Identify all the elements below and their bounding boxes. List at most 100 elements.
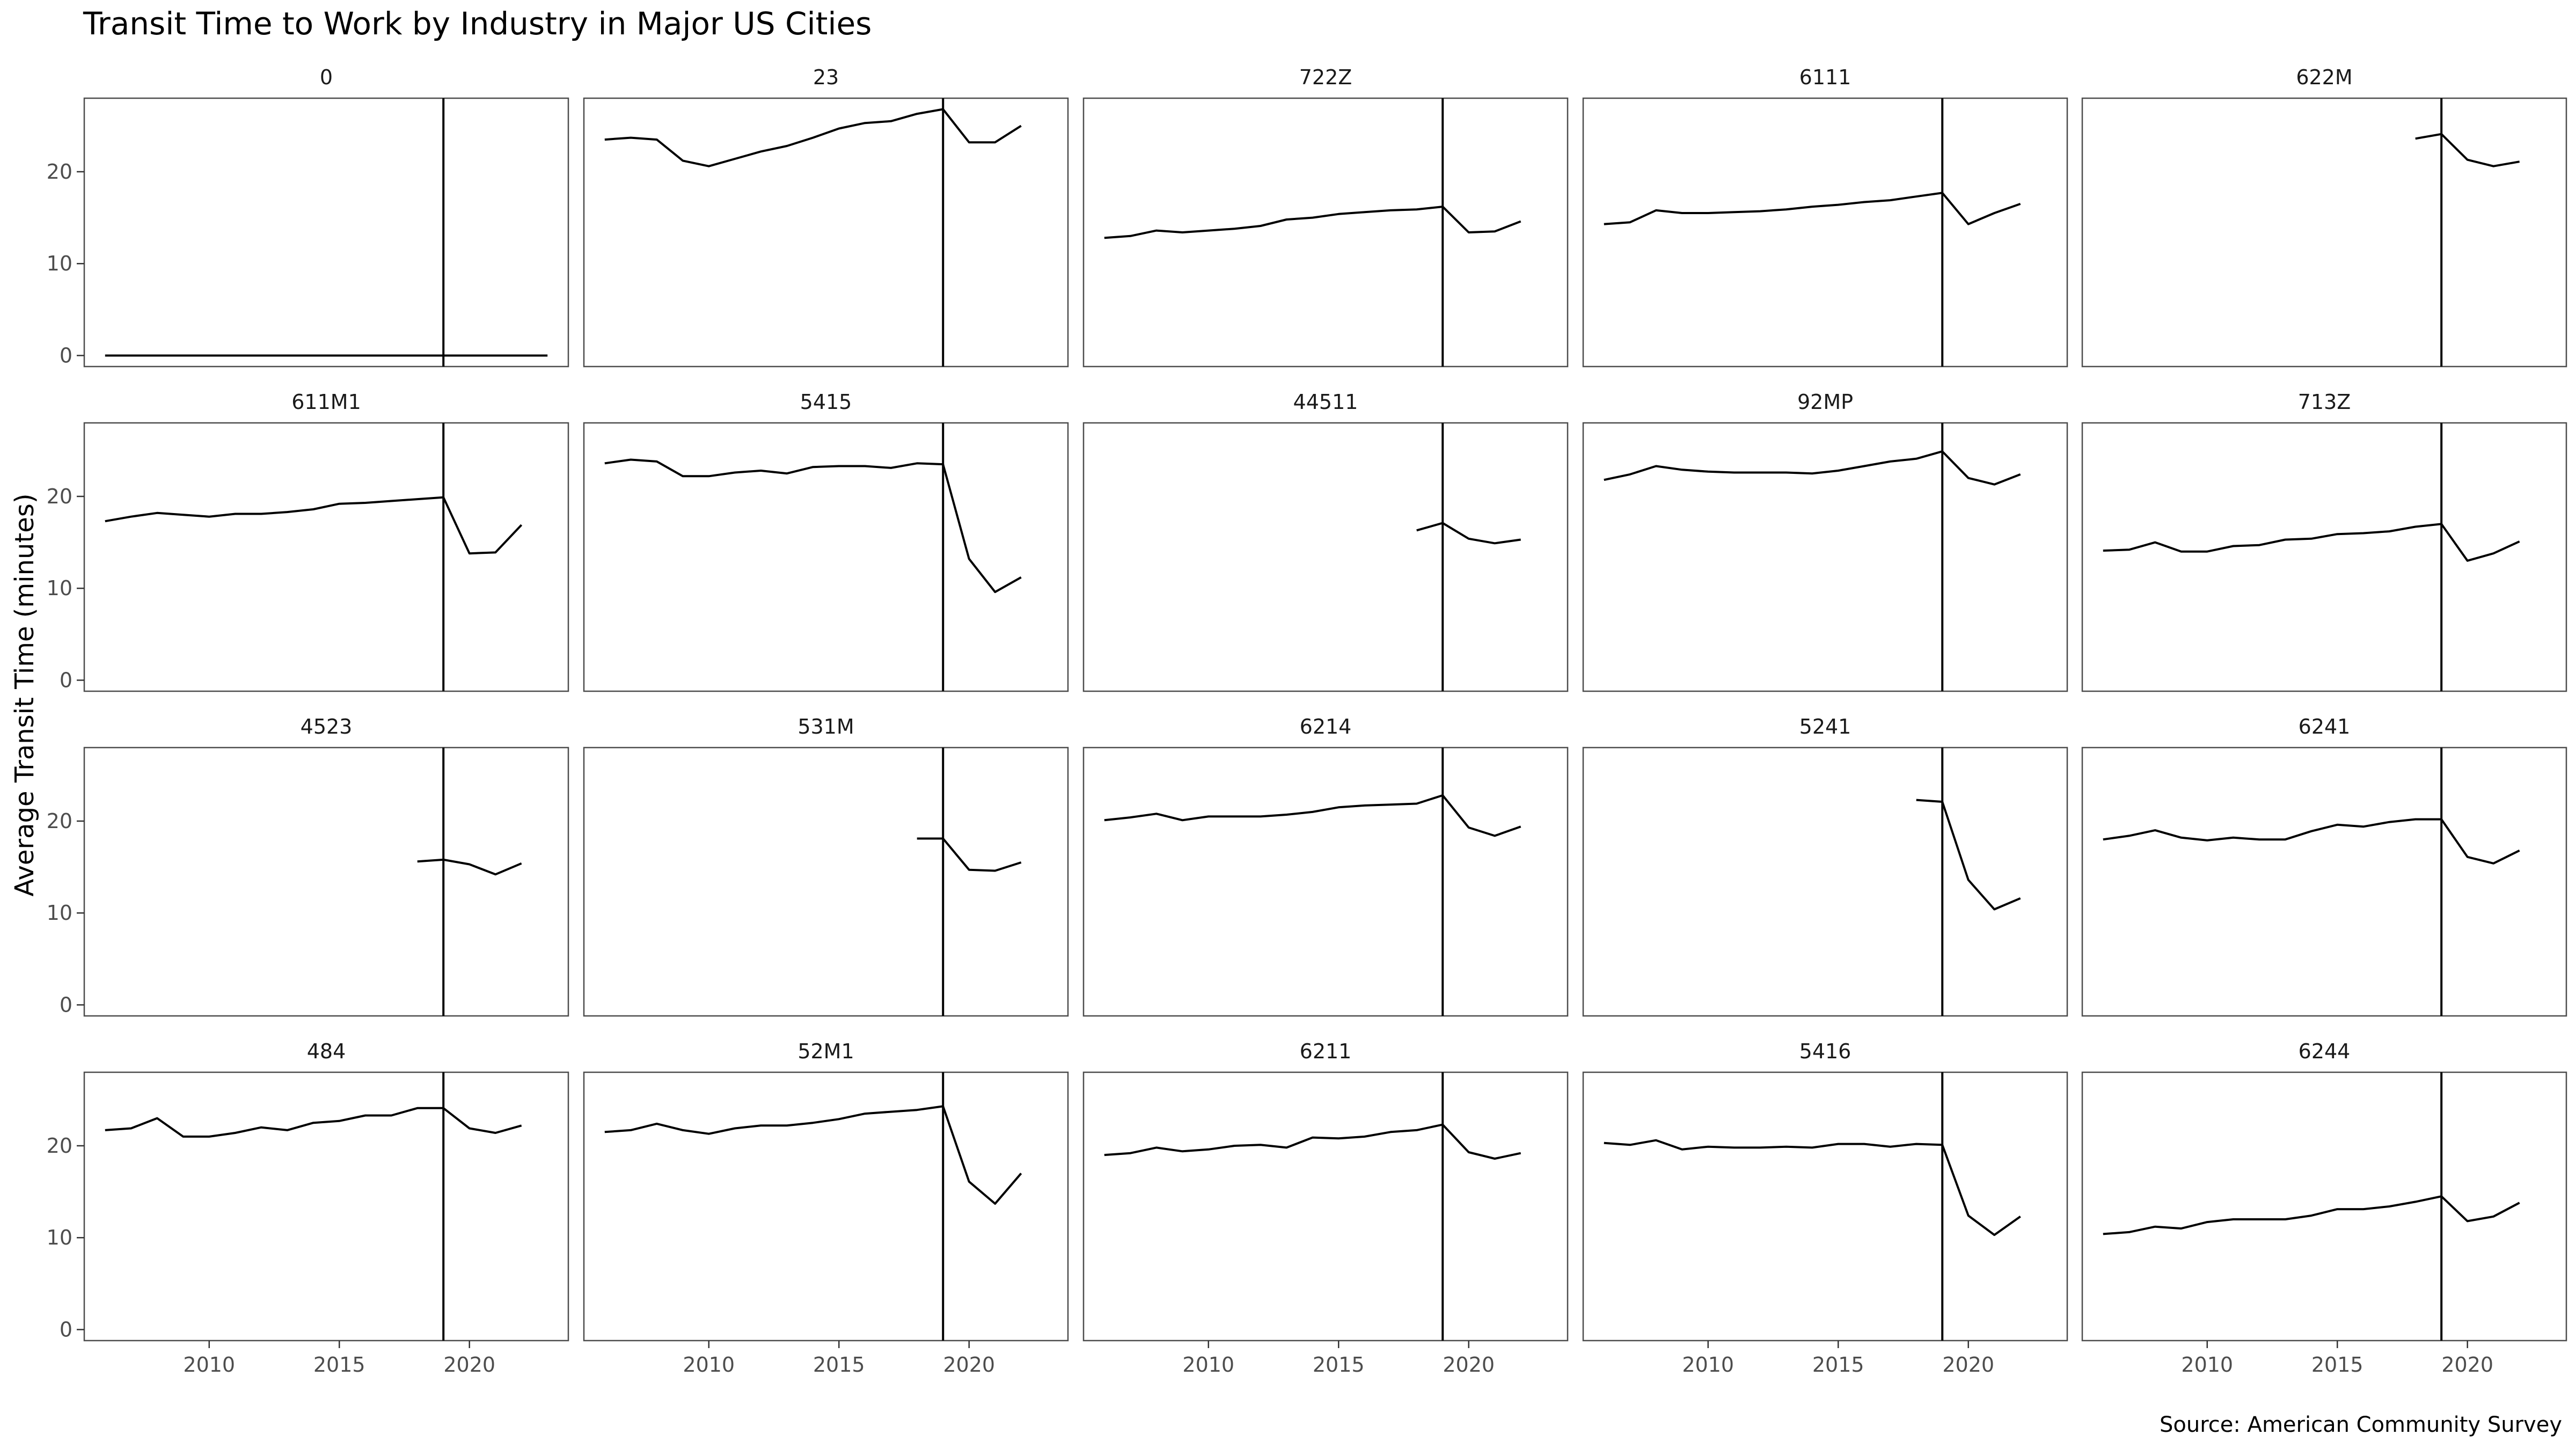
facet-title: 0 [320, 65, 333, 89]
series-line-713Z [2103, 523, 2520, 562]
series-line-6111 [1604, 192, 2021, 225]
x-tick-label: 2010 [1682, 1353, 1734, 1377]
panel-border [83, 747, 569, 1017]
facet-panel-4523: 4523 0 10 20 [47, 715, 569, 1017]
x-tick-label: 2015 [2311, 1353, 2363, 1377]
facet-title: 44511 [1293, 390, 1358, 414]
x-tick-label: 2010 [183, 1353, 235, 1377]
panel-border [1082, 97, 1569, 368]
facet-title: 611M1 [291, 390, 361, 414]
y-tick-label: 10 [47, 576, 72, 600]
series-line-484 [105, 1107, 522, 1138]
series-line-6244 [2103, 1195, 2520, 1235]
facet-panel-92MP: 92MP [1582, 390, 2068, 692]
source-caption: Source: American Community Survey [2160, 1413, 2562, 1437]
series-line-4523 [417, 858, 522, 876]
facet-panel-52M1: 52M1 2010 2015 2020 [583, 1040, 1069, 1377]
facet-title: 92MP [1797, 390, 1853, 414]
series-line-5241 [1916, 799, 2021, 911]
x-tick-label: 2010 [683, 1353, 735, 1377]
facet-panel-6244: 6244 2010 2015 2020 [2081, 1040, 2567, 1377]
y-tick-label: 10 [47, 252, 72, 275]
facet-title: 722Z [1299, 65, 1352, 89]
facet-title: 6244 [2299, 1040, 2351, 1063]
facet-title: 6211 [1300, 1040, 1352, 1063]
facet-title: 6214 [1300, 715, 1352, 738]
panel-border [2081, 747, 2567, 1017]
facet-panel-44511: 44511 [1082, 390, 1569, 692]
panel-border [1582, 97, 2068, 368]
y-tick-label: 10 [47, 1226, 72, 1249]
facet-title: 23 [813, 65, 839, 89]
series-line-611M1 [105, 496, 523, 555]
panel-border [1582, 422, 2068, 692]
facet-panel-713Z: 713Z [2081, 390, 2567, 692]
facet-panels: 0 0 10 20 23 722Z 6111 622M 611M1 0 10 20 5415 44511 9… [47, 65, 2567, 1377]
facet-title: 6241 [2299, 715, 2351, 738]
facet-title: 713Z [2298, 390, 2351, 414]
y-tick-label: 10 [47, 901, 72, 925]
facet-panel-484: 484 0 10 20 2010 2015 2020 [47, 1040, 569, 1377]
panel-border [583, 422, 1069, 692]
x-tick-label: 2020 [443, 1353, 495, 1377]
panel-border [83, 97, 569, 368]
panel-border [1082, 747, 1569, 1017]
panel-border [2081, 97, 2567, 368]
facet-title: 484 [307, 1040, 346, 1063]
panel-border [1582, 1071, 2068, 1342]
x-tick-label: 2020 [2441, 1353, 2493, 1377]
y-tick-label: 20 [47, 485, 72, 508]
series-line-622M [2415, 133, 2520, 167]
panel-border [583, 747, 1069, 1017]
facet-panel-5416: 5416 2010 2015 2020 [1582, 1040, 2068, 1377]
series-line-92MP [1604, 450, 2021, 486]
panel-border [583, 1071, 1069, 1342]
series-line-6214 [1104, 794, 1521, 837]
y-tick-label: 0 [60, 668, 72, 692]
panel-border [583, 97, 1069, 368]
facet-title: 5416 [1799, 1040, 1851, 1063]
facet-panel-531M: 531M [583, 715, 1069, 1017]
facet-panel-0: 0 0 10 20 [47, 65, 569, 368]
facet-panel-6111: 6111 [1582, 65, 2068, 368]
y-tick-label: 0 [60, 1318, 72, 1341]
x-tick-label: 2020 [1942, 1353, 1994, 1377]
series-line-531M [917, 837, 1022, 872]
chart-title: Transit Time to Work by Industry in Majo… [83, 5, 872, 42]
facet-panel-5241: 5241 [1582, 715, 2068, 1017]
facet-panel-6214: 6214 [1082, 715, 1569, 1017]
facet-panel-23: 23 [583, 65, 1069, 368]
facet-panel-6241: 6241 [2081, 715, 2567, 1017]
y-tick-label: 20 [47, 809, 72, 833]
series-line-722Z [1104, 206, 1521, 239]
facet-title: 5415 [800, 390, 852, 414]
facet-panel-622M: 622M [2081, 65, 2567, 368]
x-tick-label: 2015 [1313, 1353, 1365, 1377]
series-line-6211 [1104, 1123, 1521, 1160]
panel-border [83, 1071, 569, 1342]
x-tick-label: 2015 [313, 1353, 365, 1377]
facet-title: 622M [2296, 65, 2352, 89]
y-tick-label: 0 [60, 343, 72, 367]
x-tick-label: 2015 [813, 1353, 865, 1377]
facet-title: 52M1 [797, 1040, 854, 1063]
facet-title: 531M [797, 715, 854, 738]
series-line-5415 [604, 458, 1022, 594]
facet-panel-5415: 5415 [583, 390, 1069, 692]
panel-border [2081, 1071, 2567, 1342]
x-tick-label: 2010 [1182, 1353, 1234, 1377]
panel-border [2081, 422, 2567, 692]
panel-border [1082, 1071, 1569, 1342]
panel-border [1082, 422, 1569, 692]
facet-title: 5241 [1799, 715, 1851, 738]
facet-title: 6111 [1799, 65, 1851, 89]
y-tick-label: 20 [47, 160, 72, 184]
x-tick-label: 2015 [1812, 1353, 1864, 1377]
panel-border [83, 422, 569, 692]
series-line-5416 [1604, 1139, 2021, 1236]
x-tick-label: 2010 [2181, 1353, 2233, 1377]
facet-title: 4523 [301, 715, 353, 738]
facet-panel-6211: 6211 2010 2015 2020 [1082, 1040, 1569, 1377]
series-line-52M1 [604, 1105, 1022, 1205]
